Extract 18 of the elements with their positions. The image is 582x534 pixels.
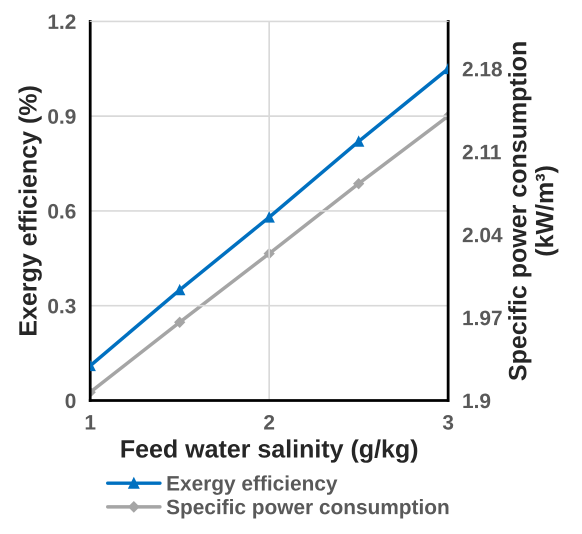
x-tick-label: 2 — [264, 414, 274, 430]
x-axis-title: Feed water salinity (g/kg) — [122, 439, 418, 463]
y2-tick-label: 2.18 — [462, 62, 502, 77]
legend-label: Specific power consumption — [166, 499, 448, 518]
y-tick-label: 1.2 — [48, 14, 76, 29]
y-tick-label: 0.9 — [48, 109, 76, 124]
y-tick-label: 0.6 — [48, 204, 76, 219]
y2-tick-label: 2.04 — [462, 228, 502, 242]
y2-tick-label: 1.9 — [463, 394, 490, 408]
y2-tick-label: 1.97 — [463, 310, 502, 326]
y2-tick-label: 2.11 — [462, 144, 501, 160]
x-tick-label: 3 — [442, 414, 454, 430]
y-tick-label: 0.3 — [48, 298, 76, 314]
y-tick-label: 0 — [66, 394, 76, 408]
y2-axis-title: Specific power consumption (kW/m³) — [508, 42, 558, 380]
y-axis-title: Exergy efficiency (%) — [18, 86, 42, 335]
legend-label: Exergy efficiency — [168, 475, 338, 495]
x-tick-label: 1 — [86, 415, 96, 430]
